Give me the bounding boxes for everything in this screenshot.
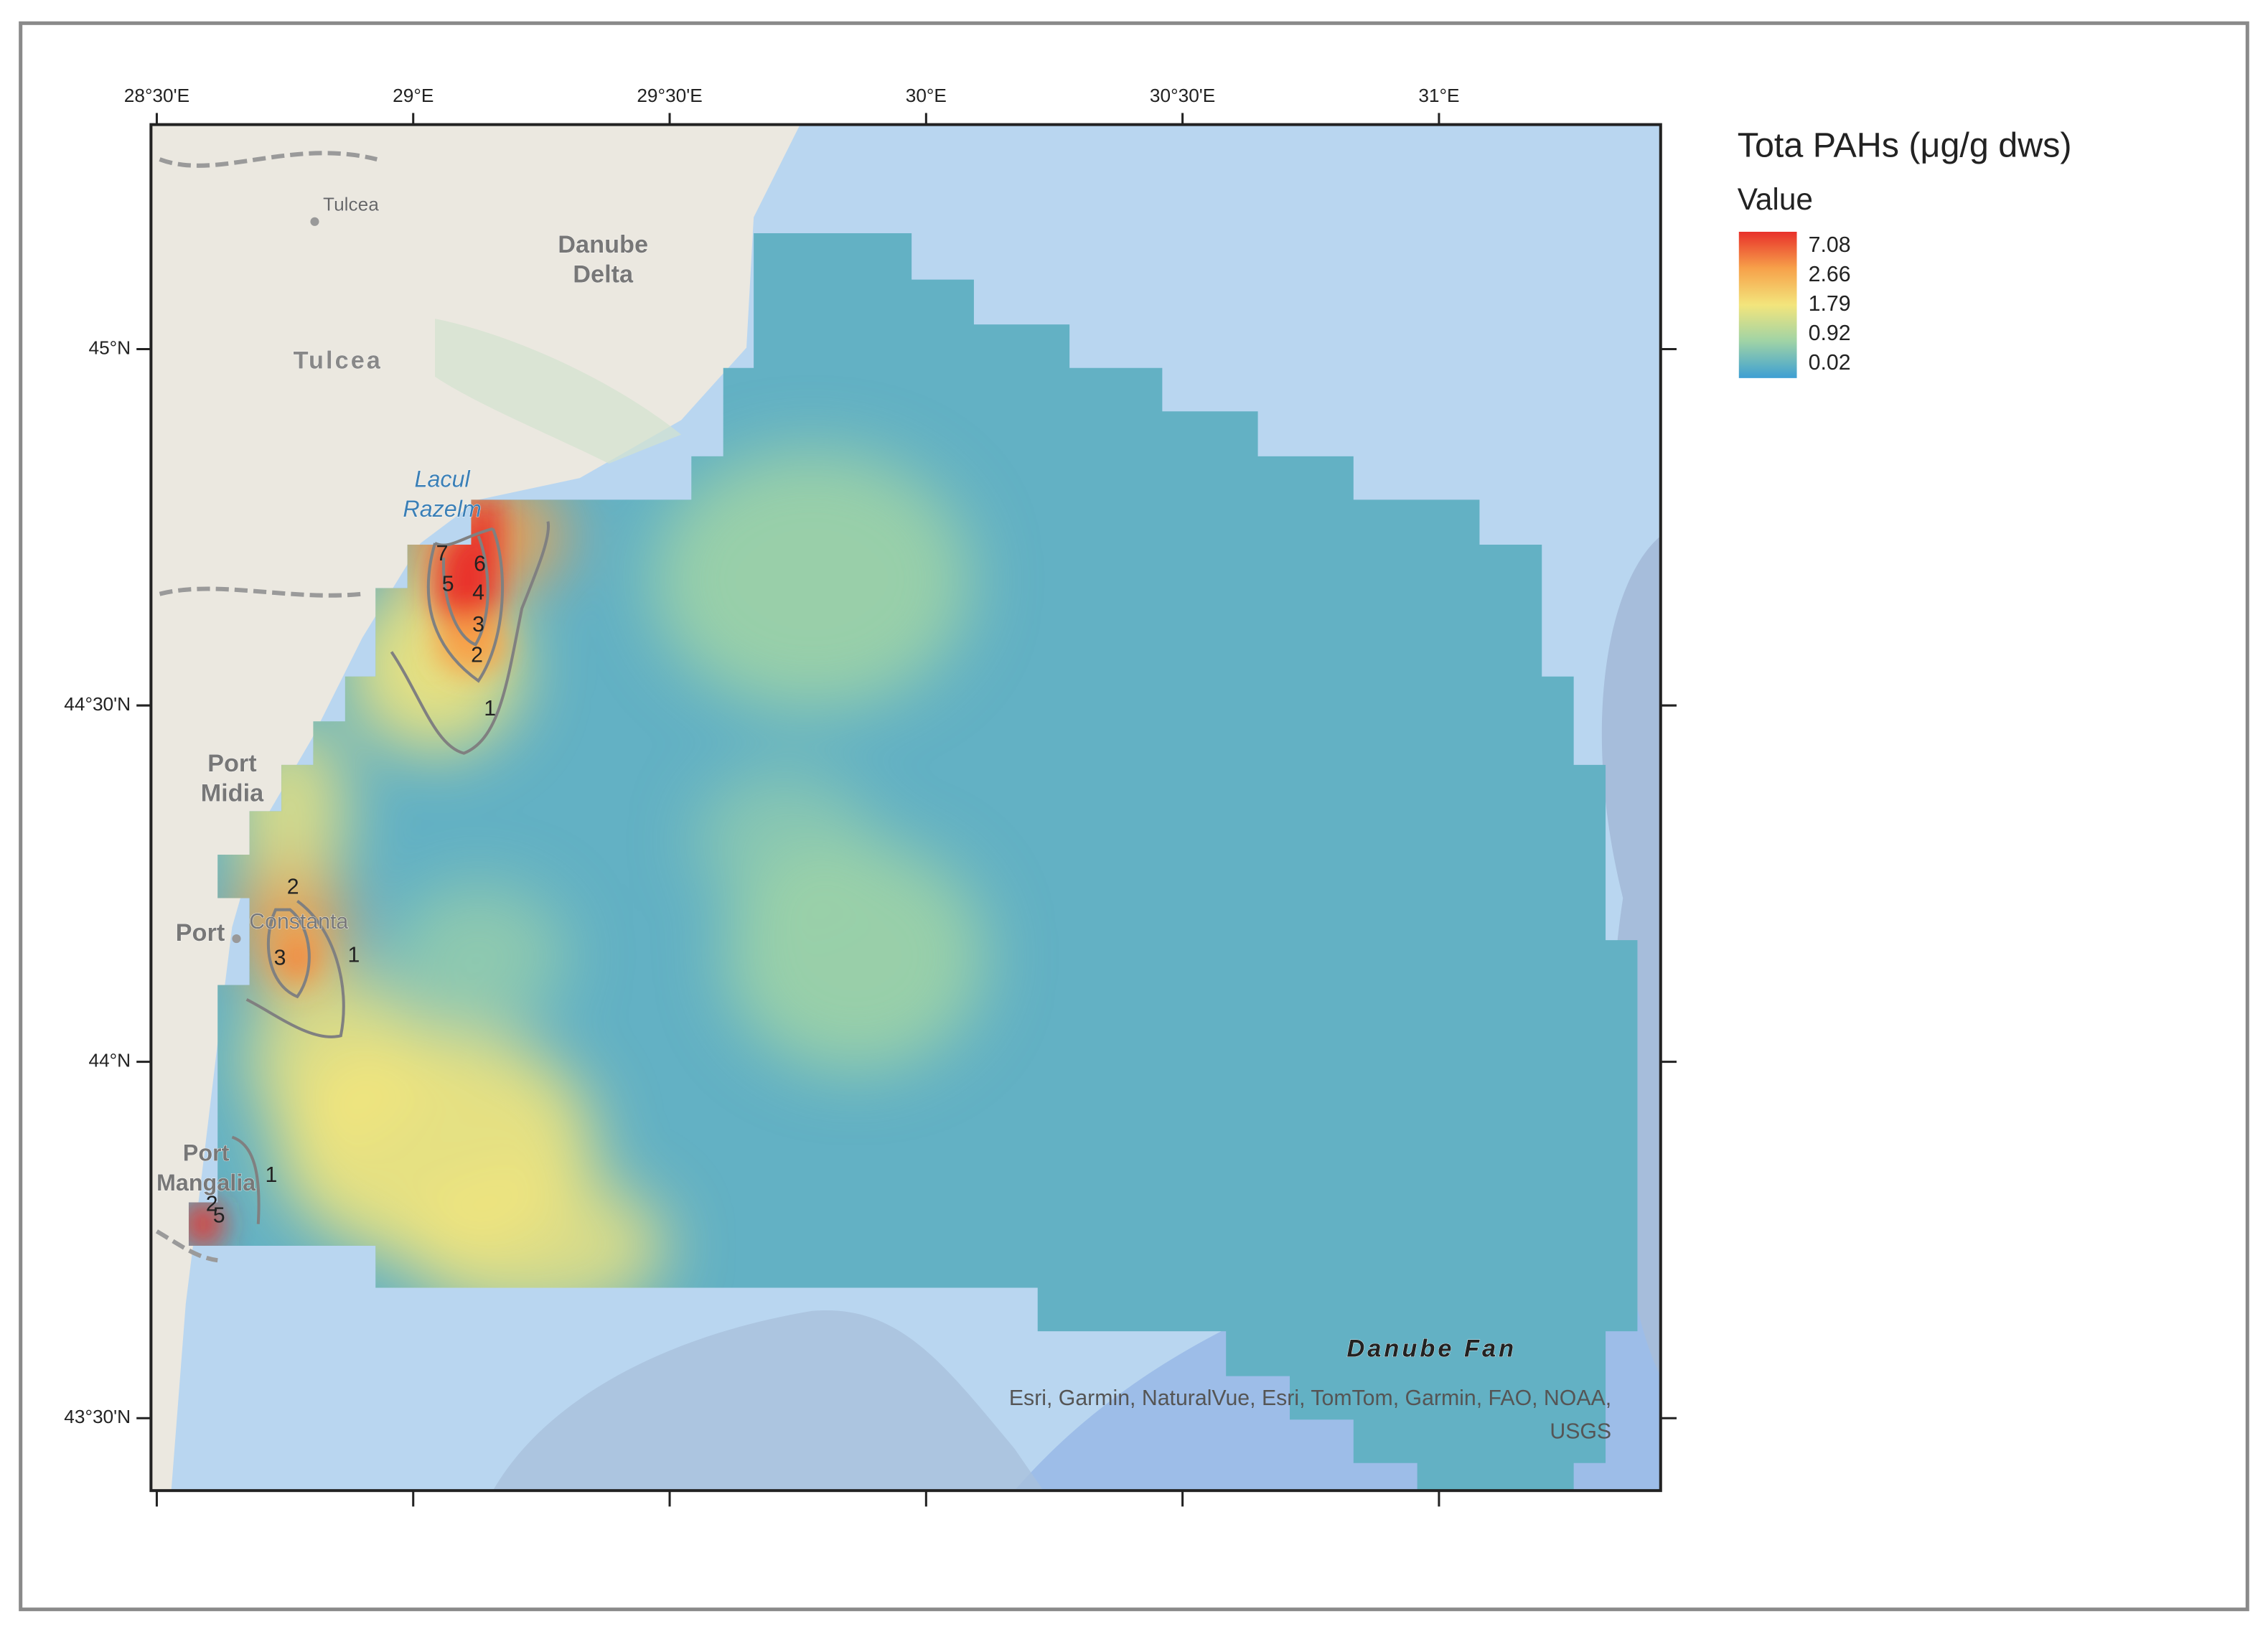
hotspot [289, 947, 306, 971]
x-tick-label: 28°30'E [124, 85, 189, 106]
x-tick-label: 29°30'E [637, 85, 702, 106]
place-label: Port [183, 1140, 230, 1165]
surface-blob [652, 449, 971, 710]
city-marker [310, 217, 319, 226]
place-label: Danube Fan [1346, 1335, 1517, 1362]
map-frame [149, 123, 1662, 1493]
place-label: Tulcea [294, 347, 383, 375]
contour [245, 899, 345, 1038]
surface-blob [246, 970, 421, 1145]
contour [231, 1135, 261, 1224]
contour-label: 2 [287, 875, 299, 898]
land [151, 124, 800, 1491]
place-label: Lacul [415, 466, 471, 492]
contour-label: 2 [471, 643, 483, 667]
contour-label: 6 [474, 552, 486, 576]
place-label: Constanta [249, 910, 348, 934]
y-tick-label: 44°30'N [64, 693, 131, 715]
basemap: TulceaDanubeDeltaTulceaLaculRazelmPortMi… [151, 124, 1661, 1491]
contour-label: 5 [442, 573, 454, 596]
legend-label: 0.02 [1809, 351, 1851, 375]
place-label: Danube [558, 231, 648, 258]
contour-label: 4 [472, 581, 484, 605]
contours [231, 521, 550, 1224]
contour [426, 527, 504, 683]
legend-label: 0.92 [1809, 321, 1851, 345]
attribution: Esri, Garmin, NaturalVue, Esri, TomTom, … [1009, 1386, 1611, 1410]
contour-label: 3 [472, 613, 484, 637]
contour [266, 908, 311, 999]
bathymetry [492, 1310, 1044, 1491]
contour [390, 521, 550, 755]
contour-label: 1 [265, 1163, 277, 1187]
border [155, 151, 378, 1263]
city-marker [232, 934, 241, 944]
y-tick-label: 43°30'N [64, 1406, 131, 1427]
x-tick-label: 30°30'E [1150, 85, 1215, 106]
contour-label: 5 [213, 1204, 225, 1228]
attribution: USGS [1550, 1419, 1611, 1443]
place-label: Midia [201, 779, 265, 807]
surface-blob [391, 883, 566, 1029]
surface-blob [406, 1173, 667, 1318]
place-label: Delta [573, 261, 634, 288]
x-tick-label: 29°E [393, 85, 434, 106]
place-label: Razelm [403, 496, 481, 522]
place-label: Tulcea [323, 194, 379, 215]
contour-label: 2 [206, 1192, 218, 1216]
legend-title: Tota PAHs (μg/g dws) [1738, 126, 2072, 165]
y-tick-label: 44°N [88, 1050, 131, 1071]
surface-blob [232, 869, 348, 985]
legend-subtitle: Value [1738, 182, 1813, 216]
hotspot [188, 1202, 218, 1246]
surface-blob [695, 767, 870, 913]
contour [442, 535, 489, 647]
legend-label: 7.08 [1809, 233, 1851, 257]
x-tick-label: 30°E [906, 85, 947, 106]
contour-label: 1 [484, 697, 496, 720]
contour-label: 1 [348, 943, 360, 967]
place-label: Port [207, 750, 257, 777]
place-label: Port [176, 919, 225, 947]
contour-label: 7 [436, 542, 449, 565]
legend-label: 2.66 [1809, 263, 1851, 286]
color-bar [1738, 231, 1797, 378]
wetland [435, 319, 682, 464]
y-tick-label: 45°N [88, 337, 131, 358]
x-tick-label: 31°E [1418, 85, 1459, 106]
place-label: Mangalia [156, 1170, 256, 1196]
legend-label: 1.79 [1809, 292, 1851, 316]
contour-label: 3 [274, 946, 286, 969]
